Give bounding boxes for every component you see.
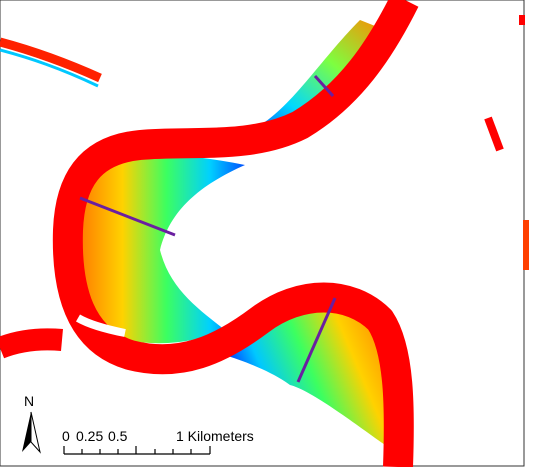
north-label: N — [24, 393, 34, 409]
scale-label: 0.25 — [76, 428, 103, 444]
scale-label: 1 Kilometers — [176, 428, 254, 444]
map: N 0 0.25 0.5 1 Kilometers — [0, 0, 535, 467]
river-channel — [0, 339, 62, 348]
page: N 0 0.25 0.5 1 Kilometers (() => { const… — [0, 0, 535, 467]
scale-label: 0.5 — [108, 428, 128, 444]
scale-label: 0 — [62, 428, 70, 444]
